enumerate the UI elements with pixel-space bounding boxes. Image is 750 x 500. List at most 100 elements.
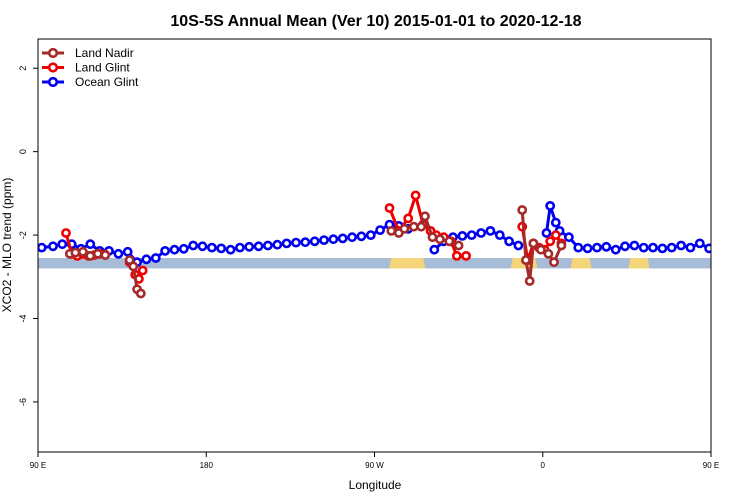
x-tick-label: 180 bbox=[200, 461, 214, 470]
data-point-ocean-glint bbox=[485, 225, 496, 236]
x-axis: 90 E 180 90 W 0 90 E bbox=[30, 452, 719, 470]
map-land-patch bbox=[389, 258, 426, 269]
data-point-ocean-glint bbox=[48, 241, 58, 252]
legend-label-land-nadir: Land Nadir bbox=[75, 46, 134, 60]
data-point-ocean-glint bbox=[704, 243, 711, 254]
data-point-ocean-glint bbox=[85, 239, 96, 250]
data-point-ocean-glint bbox=[113, 248, 124, 259]
data-point-ocean-glint bbox=[150, 253, 161, 263]
y-tick-label: -6 bbox=[18, 398, 28, 406]
data-point-ocean-glint bbox=[457, 230, 468, 241]
data-point-ocean-glint bbox=[504, 236, 514, 247]
data-point-ocean-glint bbox=[188, 240, 199, 251]
data-point-land-nadir bbox=[556, 240, 567, 251]
x-tick-label: 90 E bbox=[30, 461, 46, 470]
data-point-land-nadir bbox=[543, 248, 554, 259]
data-point-ocean-glint bbox=[347, 232, 357, 243]
data-point-land-nadir bbox=[521, 255, 531, 265]
data-point-ocean-glint bbox=[122, 246, 133, 257]
data-point-land-glint bbox=[410, 190, 421, 201]
data-point-ocean-glint bbox=[169, 244, 180, 255]
y-tick-label: -2 bbox=[18, 231, 28, 239]
data-point-land-nadir bbox=[78, 246, 88, 257]
legend-label-land-glint: Land Glint bbox=[75, 61, 130, 75]
data-point-ocean-glint bbox=[476, 228, 486, 238]
data-point-land-nadir bbox=[434, 234, 445, 245]
data-point-ocean-glint bbox=[694, 238, 705, 249]
x-axis-label: Longitude bbox=[349, 478, 402, 492]
data-point-land-glint bbox=[61, 228, 71, 238]
data-point-land-nadir bbox=[536, 244, 546, 255]
data-point-ocean-glint bbox=[365, 230, 376, 240]
data-point-ocean-glint bbox=[291, 237, 301, 248]
data-point-ocean-glint bbox=[309, 236, 320, 247]
data-point-land-nadir bbox=[420, 211, 430, 222]
data-point-land-glint bbox=[451, 250, 462, 261]
y-tick-label: 0 bbox=[18, 149, 28, 154]
data-point-land-nadir bbox=[386, 225, 397, 236]
data-point-ocean-glint bbox=[216, 243, 227, 254]
data-point-ocean-glint bbox=[328, 234, 339, 245]
data-point-land-nadir bbox=[92, 248, 103, 259]
y-tick-label: -4 bbox=[18, 314, 28, 322]
data-point-ocean-glint bbox=[300, 237, 311, 248]
legend-marker-land-glint bbox=[47, 62, 59, 73]
data-point-ocean-glint bbox=[466, 230, 477, 240]
data-point-ocean-glint bbox=[564, 232, 574, 243]
x-tick-label: 0 bbox=[541, 461, 546, 470]
data-point-ocean-glint bbox=[620, 241, 630, 252]
data-point-ocean-glint bbox=[141, 254, 152, 265]
legend-marker-ocean-glint bbox=[47, 76, 59, 88]
data-point-land-nadir bbox=[517, 205, 528, 215]
data-point-ocean-glint bbox=[494, 230, 505, 240]
data-point-ocean-glint bbox=[657, 243, 668, 254]
map-land-patch bbox=[570, 258, 592, 269]
data-point-ocean-glint bbox=[541, 228, 552, 238]
data-point-ocean-glint bbox=[429, 244, 440, 255]
x-tick-label: 90 E bbox=[703, 461, 719, 470]
data-point-land-nadir bbox=[85, 250, 96, 261]
data-point-land-glint bbox=[461, 250, 471, 261]
data-point-ocean-glint bbox=[57, 239, 68, 250]
data-point-ocean-glint bbox=[513, 240, 524, 251]
chart-title: 10S-5S Annual Mean (Ver 10) 2015-01-01 t… bbox=[170, 13, 581, 30]
data-point-ocean-glint bbox=[178, 243, 189, 254]
data-point-ocean-glint bbox=[648, 242, 658, 253]
data-point-ocean-glint bbox=[160, 245, 170, 256]
series-layer bbox=[38, 190, 711, 299]
data-point-land-glint bbox=[384, 203, 395, 213]
data-point-land-glint bbox=[137, 265, 148, 276]
data-point-ocean-glint bbox=[601, 241, 612, 252]
data-point-land-nadir bbox=[427, 232, 438, 243]
data-point-ocean-glint bbox=[545, 200, 556, 211]
y-axis-label: XCO2 - MLO trend (ppm) bbox=[0, 178, 14, 313]
data-point-ocean-glint bbox=[638, 242, 649, 253]
data-point-land-nadir bbox=[100, 250, 111, 260]
data-point-land-nadir bbox=[416, 221, 427, 232]
data-point-ocean-glint bbox=[375, 225, 385, 235]
data-point-ocean-glint bbox=[244, 241, 255, 252]
data-point-ocean-glint bbox=[319, 235, 329, 245]
data-point-ocean-glint bbox=[38, 242, 47, 253]
data-point-ocean-glint bbox=[356, 231, 367, 242]
data-point-land-nadir bbox=[453, 240, 464, 251]
data-point-land-nadir bbox=[399, 223, 410, 234]
data-point-land-glint bbox=[550, 230, 561, 240]
data-point-land-glint bbox=[545, 236, 556, 247]
data-point-ocean-glint bbox=[573, 242, 584, 253]
map-land-patch bbox=[628, 258, 650, 269]
data-point-ocean-glint bbox=[550, 217, 561, 228]
x-tick-label: 90 W bbox=[365, 461, 384, 470]
data-point-land-glint bbox=[403, 213, 414, 224]
data-point-land-nadir bbox=[128, 261, 139, 272]
data-point-land-nadir bbox=[444, 236, 455, 247]
series-land-nadir bbox=[64, 205, 567, 299]
data-point-land-nadir bbox=[528, 238, 539, 249]
data-point-ocean-glint bbox=[197, 241, 208, 252]
data-point-ocean-glint bbox=[685, 242, 696, 253]
data-point-ocean-glint bbox=[272, 239, 283, 250]
data-point-ocean-glint bbox=[281, 238, 292, 249]
data-point-ocean-glint bbox=[629, 240, 640, 251]
